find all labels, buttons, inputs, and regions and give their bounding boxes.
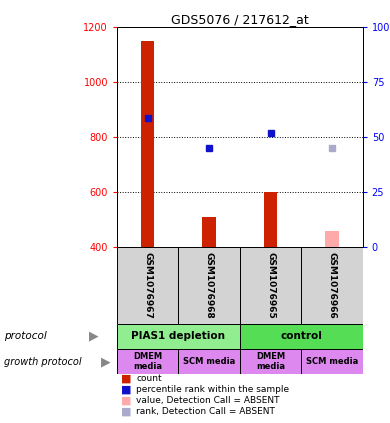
Bar <box>117 349 179 374</box>
Bar <box>202 217 216 247</box>
Text: SCM media: SCM media <box>306 357 358 366</box>
Text: control: control <box>280 331 322 341</box>
Bar <box>301 349 363 374</box>
Text: rank, Detection Call = ABSENT: rank, Detection Call = ABSENT <box>136 407 275 416</box>
Text: ■: ■ <box>121 385 131 395</box>
Text: DMEM
media: DMEM media <box>256 352 285 371</box>
Text: GSM1076965: GSM1076965 <box>266 252 275 319</box>
Text: count: count <box>136 374 162 383</box>
Text: SCM media: SCM media <box>183 357 235 366</box>
Bar <box>117 324 240 349</box>
Text: ▶: ▶ <box>89 330 98 343</box>
Bar <box>117 247 179 324</box>
Bar <box>179 247 240 324</box>
Bar <box>240 324 363 349</box>
Bar <box>179 349 240 374</box>
Text: value, Detection Call = ABSENT: value, Detection Call = ABSENT <box>136 396 280 405</box>
Title: GDS5076 / 217612_at: GDS5076 / 217612_at <box>171 14 309 26</box>
Text: protocol: protocol <box>4 331 47 341</box>
Bar <box>240 349 301 374</box>
Text: GSM1076967: GSM1076967 <box>143 252 152 319</box>
Text: ▶: ▶ <box>101 355 110 368</box>
Bar <box>240 247 301 324</box>
Bar <box>141 41 154 247</box>
Text: GSM1076968: GSM1076968 <box>205 252 214 319</box>
Text: ■: ■ <box>121 396 131 406</box>
Bar <box>264 192 277 247</box>
Text: ■: ■ <box>121 407 131 417</box>
Text: DMEM
media: DMEM media <box>133 352 162 371</box>
Text: percentile rank within the sample: percentile rank within the sample <box>136 385 290 394</box>
Text: PIAS1 depletion: PIAS1 depletion <box>131 331 225 341</box>
Bar <box>325 231 339 247</box>
Text: growth protocol: growth protocol <box>4 357 82 367</box>
Text: ■: ■ <box>121 374 131 384</box>
Bar <box>301 247 363 324</box>
Text: GSM1076966: GSM1076966 <box>328 252 337 319</box>
